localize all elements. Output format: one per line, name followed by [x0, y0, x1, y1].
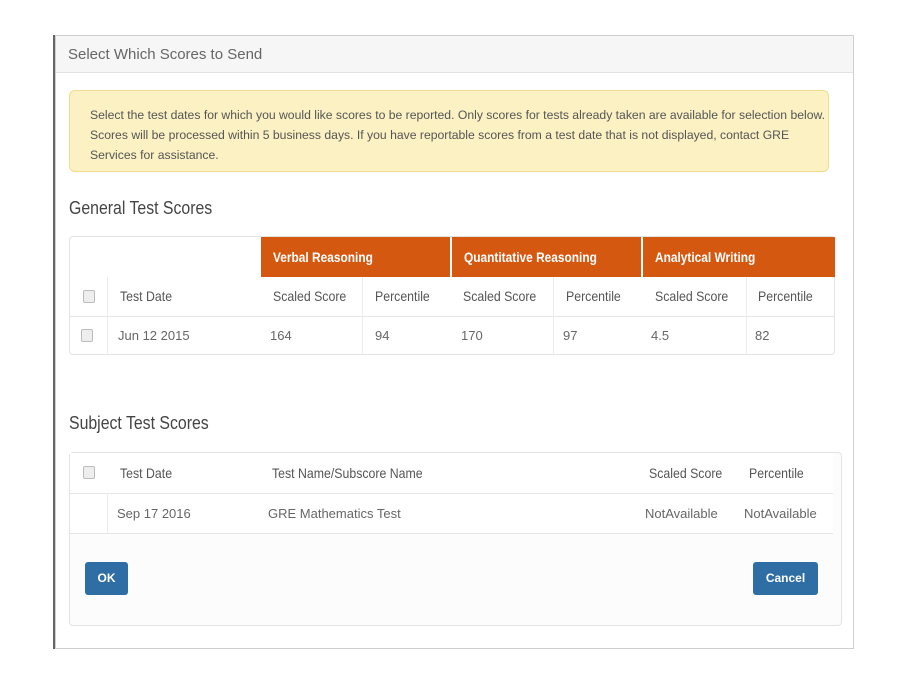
subject-test-heading: Subject Test Scores: [69, 413, 209, 433]
col-writing-scaled: Scaled Score: [655, 288, 729, 304]
row-scaled-score: NotAvailable: [645, 506, 718, 521]
verbal-scaled-value: 164: [270, 328, 292, 343]
row-test-date: Sep 17 2016: [117, 506, 191, 521]
info-alert: Select the test dates for which you woul…: [69, 90, 829, 172]
dialog-title: Select Which Scores to Send: [68, 46, 263, 63]
group-quant: Quantitative Reasoning: [452, 237, 641, 277]
col-quant-scaled: Scaled Score: [463, 288, 537, 304]
col-verbal-scaled: Scaled Score: [273, 288, 347, 304]
verbal-percentile-value: 94: [375, 328, 390, 343]
col-test-date: Test Date: [120, 288, 173, 304]
col-verbal-percentile: Percentile: [375, 288, 430, 304]
select-scores-dialog: Select Which Scores to Send Select the t…: [55, 35, 854, 649]
writing-scaled-value: 4.5: [651, 328, 670, 343]
quant-scaled-value: 170: [461, 328, 483, 343]
group-verbal: Verbal Reasoning: [261, 237, 450, 277]
col-scaled-score: Scaled Score: [649, 465, 723, 481]
col-writing-percentile: Percentile: [758, 288, 813, 304]
dialog-header: Select Which Scores to Send: [56, 36, 853, 73]
select-all-general-checkbox[interactable]: [83, 290, 95, 303]
select-all-subject-checkbox[interactable]: [83, 466, 95, 479]
general-scores-table: Verbal Reasoning Quantitative Reasoning …: [69, 236, 835, 355]
general-test-heading: General Test Scores: [69, 198, 213, 218]
cancel-button[interactable]: Cancel: [753, 562, 818, 595]
ok-button[interactable]: OK: [85, 562, 128, 595]
writing-percentile-value: 82: [755, 328, 770, 343]
col-quant-percentile: Percentile: [566, 288, 621, 304]
row-checkbox[interactable]: [81, 329, 93, 342]
row-test-date: Jun 12 2015: [118, 328, 190, 343]
col-percentile: Percentile: [749, 465, 804, 481]
quant-percentile-value: 97: [563, 328, 578, 343]
group-writing: Analytical Writing: [643, 237, 835, 277]
subject-scores-section: Test Date Test Name/Subscore Name Scaled…: [69, 452, 842, 626]
col-test-date: Test Date: [120, 465, 173, 481]
col-test-name: Test Name/Subscore Name: [272, 465, 423, 481]
row-percentile: NotAvailable: [744, 506, 817, 521]
row-test-name: GRE Mathematics Test: [268, 506, 401, 521]
